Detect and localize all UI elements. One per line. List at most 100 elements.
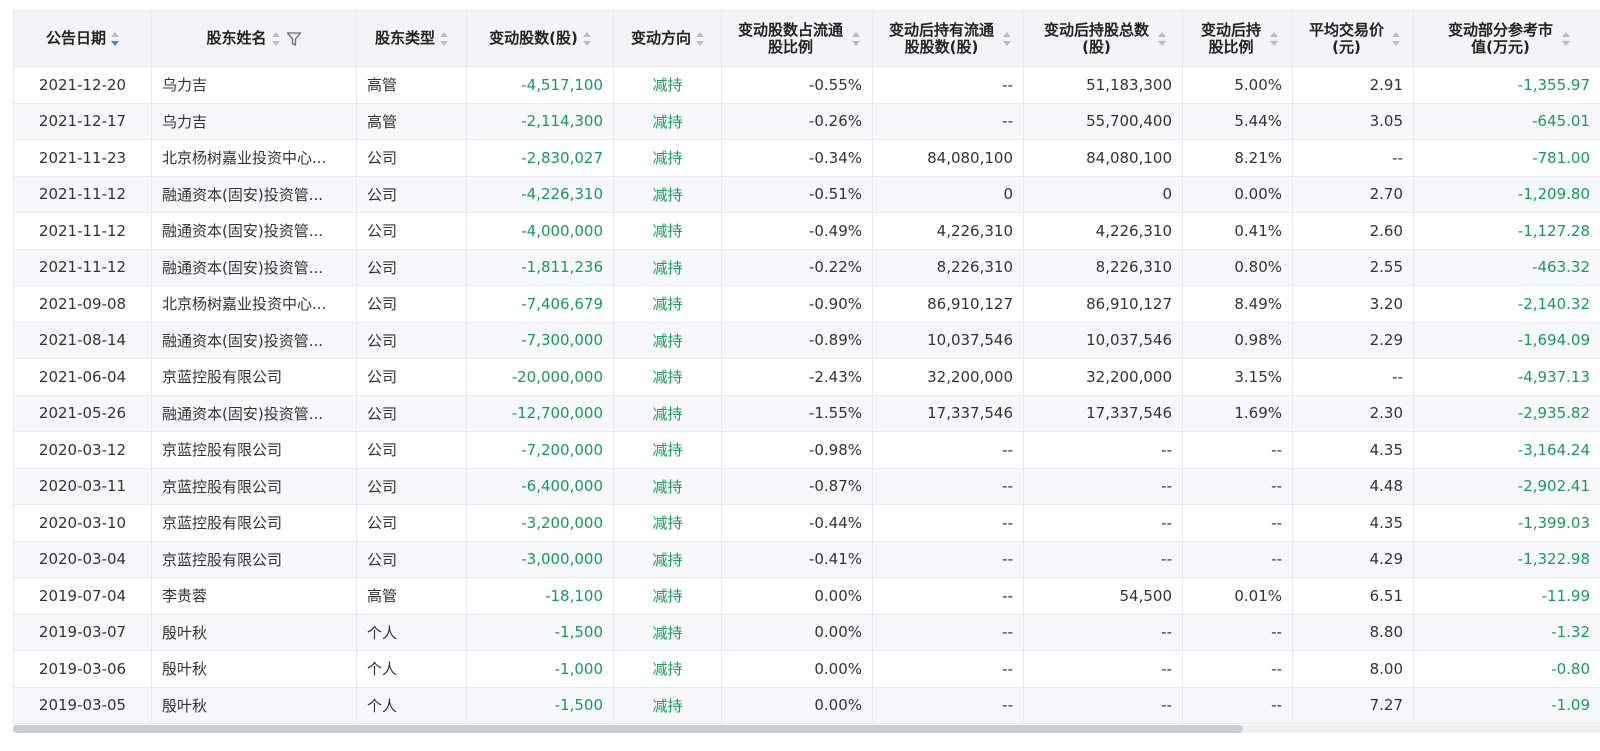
cell-holder-name[interactable]: 融通资本(固安)投资管... (151, 248, 357, 286)
cell-holder-type: 高管 (356, 577, 467, 615)
table-row[interactable]: 2021-05-26 融通资本(固安)投资管... 公司 -12,700,000 减持 -… (13, 394, 1600, 432)
cell-avg-price: 8.80 (1292, 613, 1414, 651)
sort-caret-icon[interactable] (1002, 31, 1011, 46)
cell-avg-price: 4.35 (1292, 431, 1414, 469)
cell-change-ratio: 0.00% (721, 613, 873, 651)
sort-caret-icon[interactable] (1270, 31, 1278, 46)
cell-market-value: -2,935.82 (1413, 394, 1600, 432)
cell-change-ratio: -0.89% (721, 321, 873, 359)
cell-holder-name[interactable]: 乌力吉 (151, 102, 357, 140)
cell-change-direction: 减持 (613, 394, 722, 432)
sort-caret-icon[interactable] (851, 31, 860, 46)
cell-ratio-after: 5.00% (1182, 66, 1293, 104)
holder-change-table-container: 公告日期 股东姓名 股东类型 变动股数(股) 变动方向 变动股数占流通股比例 (13, 10, 1600, 743)
sort-caret-icon[interactable] (1157, 31, 1166, 46)
table-row[interactable]: 2021-11-23 北京杨树嘉业投资中心... 公司 -2,830,027 减持 -0.… (13, 139, 1600, 177)
cell-holder-name[interactable]: 李贵蓉 (151, 577, 357, 615)
col-header-change-shares[interactable]: 变动股数(股) (466, 10, 614, 67)
cell-holder-name[interactable]: 京蓝控股有限公司 (151, 540, 357, 578)
cell-avg-price: 4.29 (1292, 540, 1414, 578)
cell-holder-type: 个人 (356, 650, 467, 688)
table-row[interactable]: 2021-06-04 京蓝控股有限公司 公司 -20,000,000 减持 -2.43% 3… (13, 358, 1600, 396)
col-header-float-after[interactable]: 变动后持有流通股股数(股) (872, 10, 1024, 67)
col-header-ratio-after[interactable]: 变动后持股比例 (1182, 10, 1293, 67)
table-row[interactable]: 2020-03-04 京蓝控股有限公司 公司 -3,000,000 减持 -0.41% --… (13, 540, 1600, 578)
cell-holder-name[interactable]: 京蓝控股有限公司 (151, 504, 357, 542)
table-row[interactable]: 2020-03-12 京蓝控股有限公司 公司 -7,200,000 减持 -0.98% --… (13, 431, 1600, 469)
cell-holder-name[interactable]: 北京杨树嘉业投资中心... (151, 139, 357, 177)
funnel-filter-icon[interactable] (286, 31, 302, 47)
table-row[interactable]: 2020-03-10 京蓝控股有限公司 公司 -3,200,000 减持 -0.44% --… (13, 504, 1600, 542)
cell-change-shares: -1,811,236 (466, 248, 614, 286)
col-header-total-after[interactable]: 变动后持股总数(股) (1023, 10, 1183, 67)
cell-holder-name[interactable]: 殷叶秋 (151, 650, 357, 688)
cell-holder-name[interactable]: 殷叶秋 (151, 686, 357, 724)
cell-holder-name[interactable]: 京蓝控股有限公司 (151, 358, 357, 396)
cell-holder-name[interactable]: 融通资本(固安)投资管... (151, 321, 357, 359)
sort-caret-icon[interactable] (696, 31, 704, 46)
cell-float-after: -- (872, 540, 1024, 578)
col-header-change-ratio[interactable]: 变动股数占流通股比例 (721, 10, 873, 67)
cell-holder-name[interactable]: 北京杨树嘉业投资中心... (151, 285, 357, 323)
sort-caret-icon[interactable] (1391, 31, 1400, 46)
cell-change-shares: -3,200,000 (466, 504, 614, 542)
sort-caret-icon[interactable] (111, 31, 119, 46)
cell-float-after: 10,037,546 (872, 321, 1024, 359)
cell-holder-name[interactable]: 京蓝控股有限公司 (151, 467, 357, 505)
col-header-change-direction[interactable]: 变动方向 (613, 10, 722, 67)
table-row[interactable]: 2019-03-05 殷叶秋 个人 -1,500 减持 0.00% -- -- -- 7.27 -1… (13, 686, 1600, 724)
scrollbar-thumb[interactable] (13, 725, 1243, 733)
table-row[interactable]: 2021-12-20 乌力吉 高管 -4,517,100 减持 -0.55% -- 51,18… (13, 66, 1600, 104)
table-row[interactable]: 2021-11-12 融通资本(固安)投资管... 公司 -4,226,310 减持 -0… (13, 175, 1600, 213)
sort-caret-icon[interactable] (440, 31, 448, 46)
cell-date: 2021-09-08 (13, 285, 152, 323)
table-row[interactable]: 2021-11-12 融通资本(固安)投资管... 公司 -4,000,000 减持 -0… (13, 212, 1600, 250)
col-header-market-value[interactable]: 变动部分参考市值(万元) (1413, 10, 1600, 67)
sort-caret-icon[interactable] (582, 31, 591, 46)
col-header-avg-price[interactable]: 平均交易价(元) (1292, 10, 1414, 67)
cell-float-after: -- (872, 102, 1024, 140)
cell-ratio-after: 0.01% (1182, 577, 1293, 615)
table-row[interactable]: 2019-03-07 殷叶秋 个人 -1,500 减持 0.00% -- -- -- 8.80 -1… (13, 613, 1600, 651)
table-row[interactable]: 2021-11-12 融通资本(固安)投资管... 公司 -1,811,236 减持 -0… (13, 248, 1600, 286)
cell-ratio-after: 0.80% (1182, 248, 1293, 286)
cell-change-shares: -2,830,027 (466, 139, 614, 177)
table-body: 2021-12-20 乌力吉 高管 -4,517,100 减持 -0.55% -- 51,18… (13, 66, 1600, 724)
col-header-date[interactable]: 公告日期 (13, 10, 152, 67)
cell-holder-name[interactable]: 乌力吉 (151, 66, 357, 104)
table-row[interactable]: 2019-07-04 李贵蓉 高管 -18,100 减持 0.00% -- 54,500 0.0… (13, 577, 1600, 615)
cell-avg-price: -- (1292, 358, 1414, 396)
table-row[interactable]: 2021-09-08 北京杨树嘉业投资中心... 公司 -7,406,679 减持 -0.… (13, 285, 1600, 323)
cell-ratio-after: 3.15% (1182, 358, 1293, 396)
sort-caret-icon[interactable] (271, 31, 280, 46)
cell-total-after: 10,037,546 (1023, 321, 1183, 359)
cell-total-after: 55,700,400 (1023, 102, 1183, 140)
cell-change-shares: -4,000,000 (466, 212, 614, 250)
table-row[interactable]: 2020-03-11 京蓝控股有限公司 公司 -6,400,000 减持 -0.87% --… (13, 467, 1600, 505)
cell-holder-type: 公司 (356, 394, 467, 432)
sort-caret-icon[interactable] (1561, 31, 1570, 46)
cell-date: 2020-03-11 (13, 467, 152, 505)
horizontal-scrollbar[interactable] (13, 725, 1600, 733)
table-row[interactable]: 2021-12-17 乌力吉 高管 -2,114,300 减持 -0.26% -- 55,70… (13, 102, 1600, 140)
cell-holder-name[interactable]: 融通资本(固安)投资管... (151, 394, 357, 432)
cell-avg-price: 2.55 (1292, 248, 1414, 286)
table-row[interactable]: 2019-03-06 殷叶秋 个人 -1,000 减持 0.00% -- -- -- 8.00 -0… (13, 650, 1600, 688)
cell-ratio-after: -- (1182, 650, 1293, 688)
cell-change-shares: -1,500 (466, 613, 614, 651)
col-header-holder-type[interactable]: 股东类型 (356, 10, 467, 67)
cell-change-ratio: -0.98% (721, 431, 873, 469)
cell-holder-name[interactable]: 融通资本(固安)投资管... (151, 175, 357, 213)
col-header-holder-name[interactable]: 股东姓名 (151, 10, 357, 67)
cell-holder-type: 公司 (356, 431, 467, 469)
cell-date: 2021-12-17 (13, 102, 152, 140)
cell-float-after: -- (872, 686, 1024, 724)
table-row[interactable]: 2021-08-14 融通资本(固安)投资管... 公司 -7,300,000 减持 -0… (13, 321, 1600, 359)
cell-holder-name[interactable]: 殷叶秋 (151, 613, 357, 651)
cell-holder-name[interactable]: 京蓝控股有限公司 (151, 431, 357, 469)
cell-total-after: 86,910,127 (1023, 285, 1183, 323)
cell-holder-name[interactable]: 融通资本(固安)投资管... (151, 212, 357, 250)
col-header-label: 变动后持有流通股股数(股) (888, 20, 994, 56)
cell-change-direction: 减持 (613, 212, 722, 250)
cell-total-after: -- (1023, 467, 1183, 505)
